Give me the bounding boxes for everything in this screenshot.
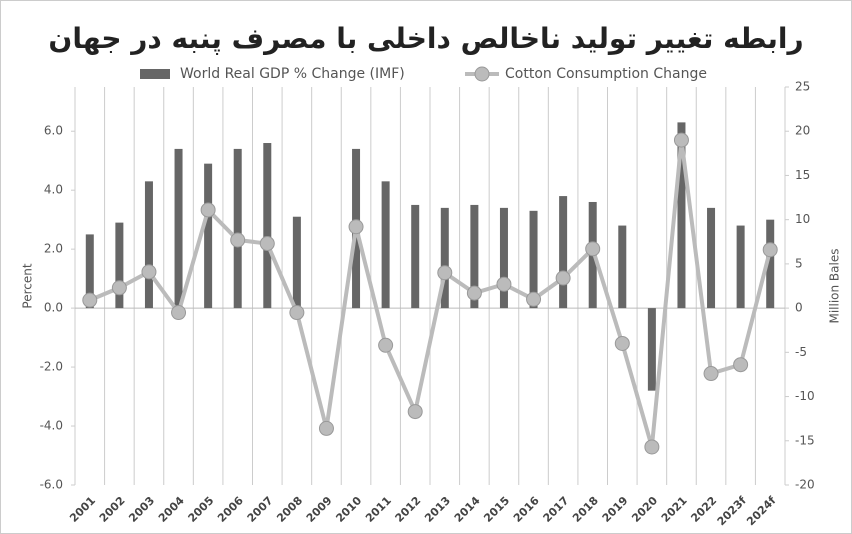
marker [318,420,334,436]
bar [174,148,183,309]
marker [644,439,660,455]
marker [289,305,305,321]
marker [82,292,98,308]
marker [733,357,749,373]
marker [496,276,512,292]
marker [555,270,571,286]
marker [259,236,275,252]
marker [407,404,423,420]
bar [559,196,568,309]
y2-tick-label: -15 [795,433,815,447]
legend-label: Cotton Consumption Change [505,66,707,82]
y-tick-label: -6.0 [40,478,63,492]
y2-axis-label: Million Bales [828,248,842,323]
bar [144,181,153,309]
y2-tick-label: 0 [795,301,803,315]
marker [703,366,719,382]
marker [141,264,157,280]
bar [618,225,627,309]
bar [115,222,124,309]
bar [499,207,508,309]
bar [766,219,775,309]
bar [411,204,420,309]
marker [200,202,216,218]
marker [526,291,542,307]
y-tick-label: 4.0 [44,183,63,197]
chart-title: رابطه تغییر تولید ناخالص داخلی با مصرف پ… [48,22,803,55]
y-axis-label: Percent [21,263,35,308]
y2-tick-label: 15 [795,168,810,182]
y2-tick-label: 25 [795,80,810,94]
bar [381,181,390,309]
y2-tick-label: -10 [795,389,815,403]
bar [470,204,479,309]
y2-tick-label: 5 [795,256,803,270]
marker [585,241,601,257]
marker [614,335,630,351]
marker [348,219,364,235]
bar [529,210,538,309]
marker [673,132,689,148]
marker [762,242,778,258]
bar [204,163,213,309]
y-tick-label: 2.0 [44,242,63,256]
bar [85,234,94,309]
bar [263,143,272,309]
legend-label: World Real GDP % Change (IMF) [180,66,405,82]
y2-tick-label: 10 [795,212,810,226]
marker [466,285,482,301]
bar [677,122,686,309]
y2-tick-label: 20 [795,124,810,138]
y-tick-label: 6.0 [44,124,63,138]
bar [736,225,745,309]
legend-swatch [474,66,490,82]
bar [440,207,449,309]
marker [378,337,394,353]
y-tick-label: 0.0 [44,301,63,315]
y2-tick-label: -5 [795,345,807,359]
line [89,139,773,448]
legend-swatch [140,69,170,79]
marker [171,305,187,321]
bar [707,207,716,309]
marker [437,265,453,281]
bar [647,308,656,391]
marker [111,280,127,296]
marker [230,232,246,248]
bar [233,148,242,309]
y-tick-label: -2.0 [40,360,63,374]
y-tick-label: -4.0 [40,419,63,433]
bar [292,216,301,309]
y2-tick-label: -20 [795,478,815,492]
